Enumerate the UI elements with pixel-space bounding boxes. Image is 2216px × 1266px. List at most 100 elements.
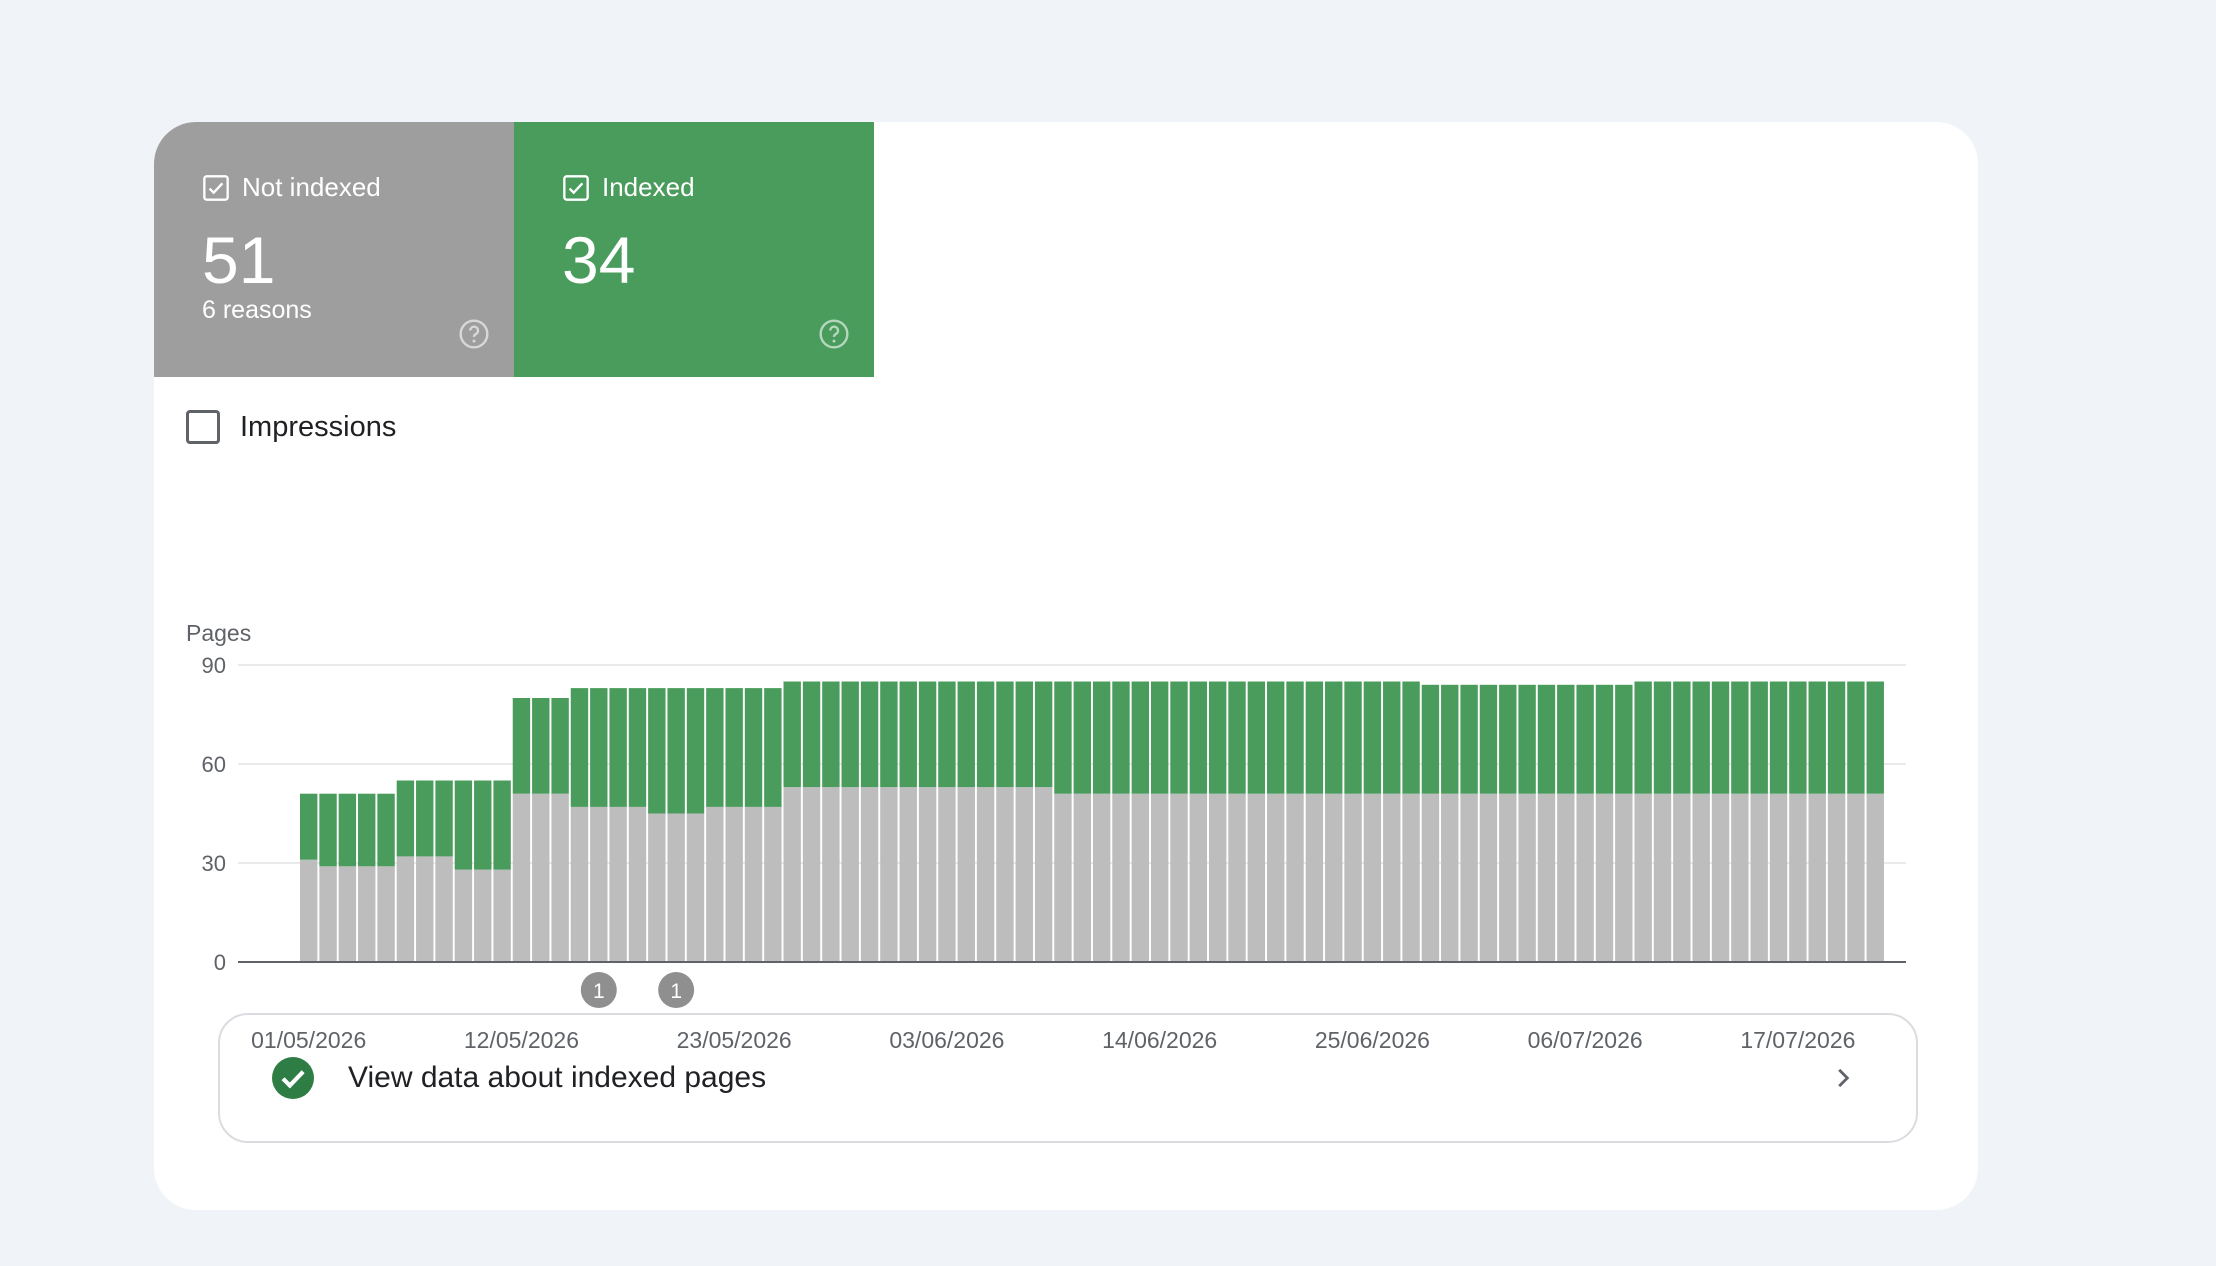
bar-not-indexed[interactable] bbox=[1286, 793, 1304, 962]
impressions-toggle[interactable]: Impressions bbox=[186, 410, 396, 444]
bar-indexed[interactable] bbox=[1537, 684, 1556, 794]
bar-not-indexed[interactable] bbox=[1131, 793, 1150, 962]
bar-indexed[interactable] bbox=[1789, 681, 1807, 794]
bar-not-indexed[interactable] bbox=[1827, 793, 1846, 962]
bar-indexed[interactable] bbox=[1092, 681, 1111, 794]
bar-not-indexed[interactable] bbox=[1092, 793, 1111, 962]
bar-not-indexed[interactable] bbox=[1363, 793, 1382, 962]
bar-not-indexed[interactable] bbox=[802, 787, 821, 962]
bar-indexed[interactable] bbox=[590, 688, 608, 807]
bar-indexed[interactable] bbox=[1769, 681, 1788, 794]
bar-not-indexed[interactable] bbox=[667, 813, 685, 963]
bar-not-indexed[interactable] bbox=[474, 869, 492, 962]
bar-indexed[interactable] bbox=[1267, 681, 1285, 794]
bar-not-indexed[interactable] bbox=[1499, 793, 1517, 962]
bar-indexed[interactable] bbox=[1170, 681, 1188, 794]
bar-not-indexed[interactable] bbox=[706, 806, 724, 962]
bar-indexed[interactable] bbox=[493, 780, 511, 870]
bar-not-indexed[interactable] bbox=[532, 793, 550, 962]
bar-indexed[interactable] bbox=[996, 681, 1014, 788]
bar-not-indexed[interactable] bbox=[1344, 793, 1362, 962]
bar-indexed[interactable] bbox=[1363, 681, 1382, 794]
bar-indexed[interactable] bbox=[783, 681, 801, 788]
bar-not-indexed[interactable] bbox=[860, 787, 879, 962]
bar-not-indexed[interactable] bbox=[1208, 793, 1227, 962]
bar-indexed[interactable] bbox=[300, 793, 318, 860]
bar-not-indexed[interactable] bbox=[1711, 793, 1730, 962]
bar-indexed[interactable] bbox=[1634, 681, 1652, 794]
bar-not-indexed[interactable] bbox=[1479, 793, 1498, 962]
bar-not-indexed[interactable] bbox=[319, 866, 337, 962]
bar-indexed[interactable] bbox=[667, 688, 685, 814]
bar-indexed[interactable] bbox=[358, 793, 376, 867]
bar-indexed[interactable] bbox=[1711, 681, 1730, 794]
view-indexed-pages-link[interactable]: View data about indexed pages bbox=[218, 1013, 1918, 1143]
bar-indexed[interactable] bbox=[1015, 681, 1033, 788]
bar-indexed[interactable] bbox=[1402, 681, 1420, 794]
bar-not-indexed[interactable] bbox=[1034, 787, 1053, 962]
bar-not-indexed[interactable] bbox=[1769, 793, 1788, 962]
bar-not-indexed[interactable] bbox=[300, 859, 318, 962]
bar-indexed[interactable] bbox=[396, 780, 415, 857]
bar-not-indexed[interactable] bbox=[880, 787, 898, 962]
bar-indexed[interactable] bbox=[725, 688, 743, 807]
annotation-marker[interactable] bbox=[580, 972, 617, 1008]
bar-not-indexed[interactable] bbox=[1866, 793, 1884, 962]
bar-not-indexed[interactable] bbox=[996, 787, 1014, 962]
bar-indexed[interactable] bbox=[957, 681, 975, 788]
bar-not-indexed[interactable] bbox=[377, 866, 395, 962]
bar-indexed[interactable] bbox=[1557, 684, 1575, 794]
bar-indexed[interactable] bbox=[686, 688, 705, 814]
bar-not-indexed[interactable] bbox=[358, 866, 376, 962]
bar-indexed[interactable] bbox=[860, 681, 879, 788]
bar-not-indexed[interactable] bbox=[1634, 793, 1652, 962]
bar-not-indexed[interactable] bbox=[1073, 793, 1091, 962]
bar-indexed[interactable] bbox=[1325, 681, 1343, 794]
bar-not-indexed[interactable] bbox=[493, 869, 511, 962]
bar-indexed[interactable] bbox=[416, 780, 434, 857]
bar-not-indexed[interactable] bbox=[725, 806, 743, 962]
bar-indexed[interactable] bbox=[1750, 681, 1768, 794]
bar-not-indexed[interactable] bbox=[338, 866, 357, 962]
bar-indexed[interactable] bbox=[802, 681, 821, 788]
bar-indexed[interactable] bbox=[1518, 684, 1536, 794]
bar-not-indexed[interactable] bbox=[976, 787, 995, 962]
bar-indexed[interactable] bbox=[512, 698, 531, 794]
bar-indexed[interactable] bbox=[1731, 681, 1749, 794]
bar-indexed[interactable] bbox=[1286, 681, 1304, 794]
bar-indexed[interactable] bbox=[648, 688, 666, 814]
bar-indexed[interactable] bbox=[1576, 684, 1594, 794]
bar-indexed[interactable] bbox=[1034, 681, 1053, 788]
bar-indexed[interactable] bbox=[744, 688, 763, 807]
bar-indexed[interactable] bbox=[1344, 681, 1362, 794]
bar-indexed[interactable] bbox=[1150, 681, 1169, 794]
bar-indexed[interactable] bbox=[1615, 684, 1633, 794]
bar-indexed[interactable] bbox=[338, 793, 357, 867]
bar-not-indexed[interactable] bbox=[764, 806, 782, 962]
annotation-marker[interactable] bbox=[658, 972, 695, 1008]
bar-not-indexed[interactable] bbox=[1402, 793, 1420, 962]
bar-indexed[interactable] bbox=[1131, 681, 1150, 794]
bar-indexed[interactable] bbox=[1866, 681, 1884, 794]
bar-indexed[interactable] bbox=[1847, 681, 1865, 794]
bar-indexed[interactable] bbox=[435, 780, 453, 857]
bar-not-indexed[interactable] bbox=[1750, 793, 1768, 962]
bar-not-indexed[interactable] bbox=[822, 787, 840, 962]
bar-not-indexed[interactable] bbox=[1595, 793, 1614, 962]
bar-indexed[interactable] bbox=[764, 688, 782, 807]
bar-indexed[interactable] bbox=[938, 681, 956, 788]
bar-indexed[interactable] bbox=[377, 793, 395, 867]
bar-indexed[interactable] bbox=[1247, 681, 1266, 794]
bar-indexed[interactable] bbox=[1460, 684, 1478, 794]
bar-not-indexed[interactable] bbox=[628, 806, 647, 962]
bar-not-indexed[interactable] bbox=[1460, 793, 1478, 962]
bar-not-indexed[interactable] bbox=[454, 869, 473, 962]
bar-indexed[interactable] bbox=[609, 688, 627, 807]
bar-indexed[interactable] bbox=[1208, 681, 1227, 794]
bar-not-indexed[interactable] bbox=[1808, 793, 1826, 962]
bar-indexed[interactable] bbox=[1228, 681, 1246, 794]
bar-not-indexed[interactable] bbox=[1189, 793, 1208, 962]
bar-not-indexed[interactable] bbox=[841, 787, 859, 962]
bar-indexed[interactable] bbox=[551, 698, 569, 794]
bar-not-indexed[interactable] bbox=[957, 787, 975, 962]
